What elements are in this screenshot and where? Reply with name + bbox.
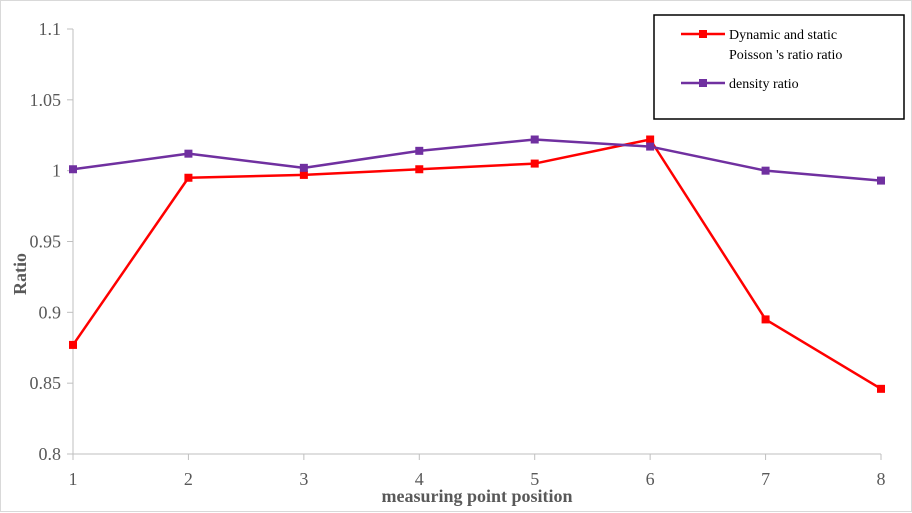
- series-line: [71, 138, 882, 390]
- axis-ticks: 0.8 0.85 0.9 0.95 1 1.05 1.1 1 2 3 4 5 6 7 8: [30, 19, 886, 489]
- x-tick-label: 5: [530, 469, 539, 489]
- x-tick-label: 2: [184, 469, 193, 489]
- x-tick-label: 7: [761, 469, 770, 489]
- data-point-marker: [299, 163, 308, 172]
- series-group: [69, 135, 885, 185]
- series-group: [69, 135, 885, 393]
- legend-label: Dynamic and static: [729, 28, 837, 43]
- x-tick-label: 8: [877, 469, 886, 489]
- data-point-marker: [415, 146, 424, 155]
- data-point-marker: [877, 384, 885, 393]
- y-tick-label: 0.85: [30, 373, 62, 393]
- data-point-marker: [299, 170, 308, 179]
- data-point-marker: [877, 176, 885, 185]
- data-point-marker: [69, 340, 77, 349]
- y-tick-label: 1.1: [39, 19, 62, 39]
- data-point-marker: [184, 173, 193, 182]
- x-tick-label: 1: [69, 469, 78, 489]
- y-tick-label: 1.05: [30, 90, 62, 110]
- data-point-marker: [761, 166, 770, 175]
- legend-label: Poisson 's ratio ratio: [729, 48, 842, 63]
- data-point-marker: [530, 135, 539, 144]
- y-tick-label: 0.9: [39, 302, 62, 322]
- data-point-marker: [184, 149, 193, 158]
- legend: Dynamic and static Poisson 's ratio ratio…: [653, 14, 905, 120]
- data-point-marker: [69, 165, 77, 174]
- legend-label: density ratio: [729, 77, 799, 92]
- data-point-marker: [761, 315, 770, 324]
- legend-box: [653, 14, 905, 120]
- y-axis-title: Ratio: [10, 253, 30, 295]
- series-layer: [69, 135, 885, 393]
- x-tick-label: 6: [646, 469, 655, 489]
- x-axis-title: measuring point position: [381, 486, 572, 506]
- series-line: [72, 138, 882, 182]
- data-point-marker: [646, 142, 655, 151]
- x-tick-label: 4: [415, 469, 424, 489]
- data-point-marker: [530, 159, 539, 168]
- legend-swatch-marker: [699, 30, 707, 38]
- x-tick-label: 3: [299, 469, 308, 489]
- y-tick-label: 1: [52, 161, 61, 181]
- data-point-marker: [646, 135, 655, 144]
- y-tick-label: 0.8: [39, 444, 62, 464]
- legend-swatch-marker: [699, 79, 707, 87]
- data-point-marker: [415, 165, 424, 174]
- y-tick-label: 0.95: [30, 232, 62, 252]
